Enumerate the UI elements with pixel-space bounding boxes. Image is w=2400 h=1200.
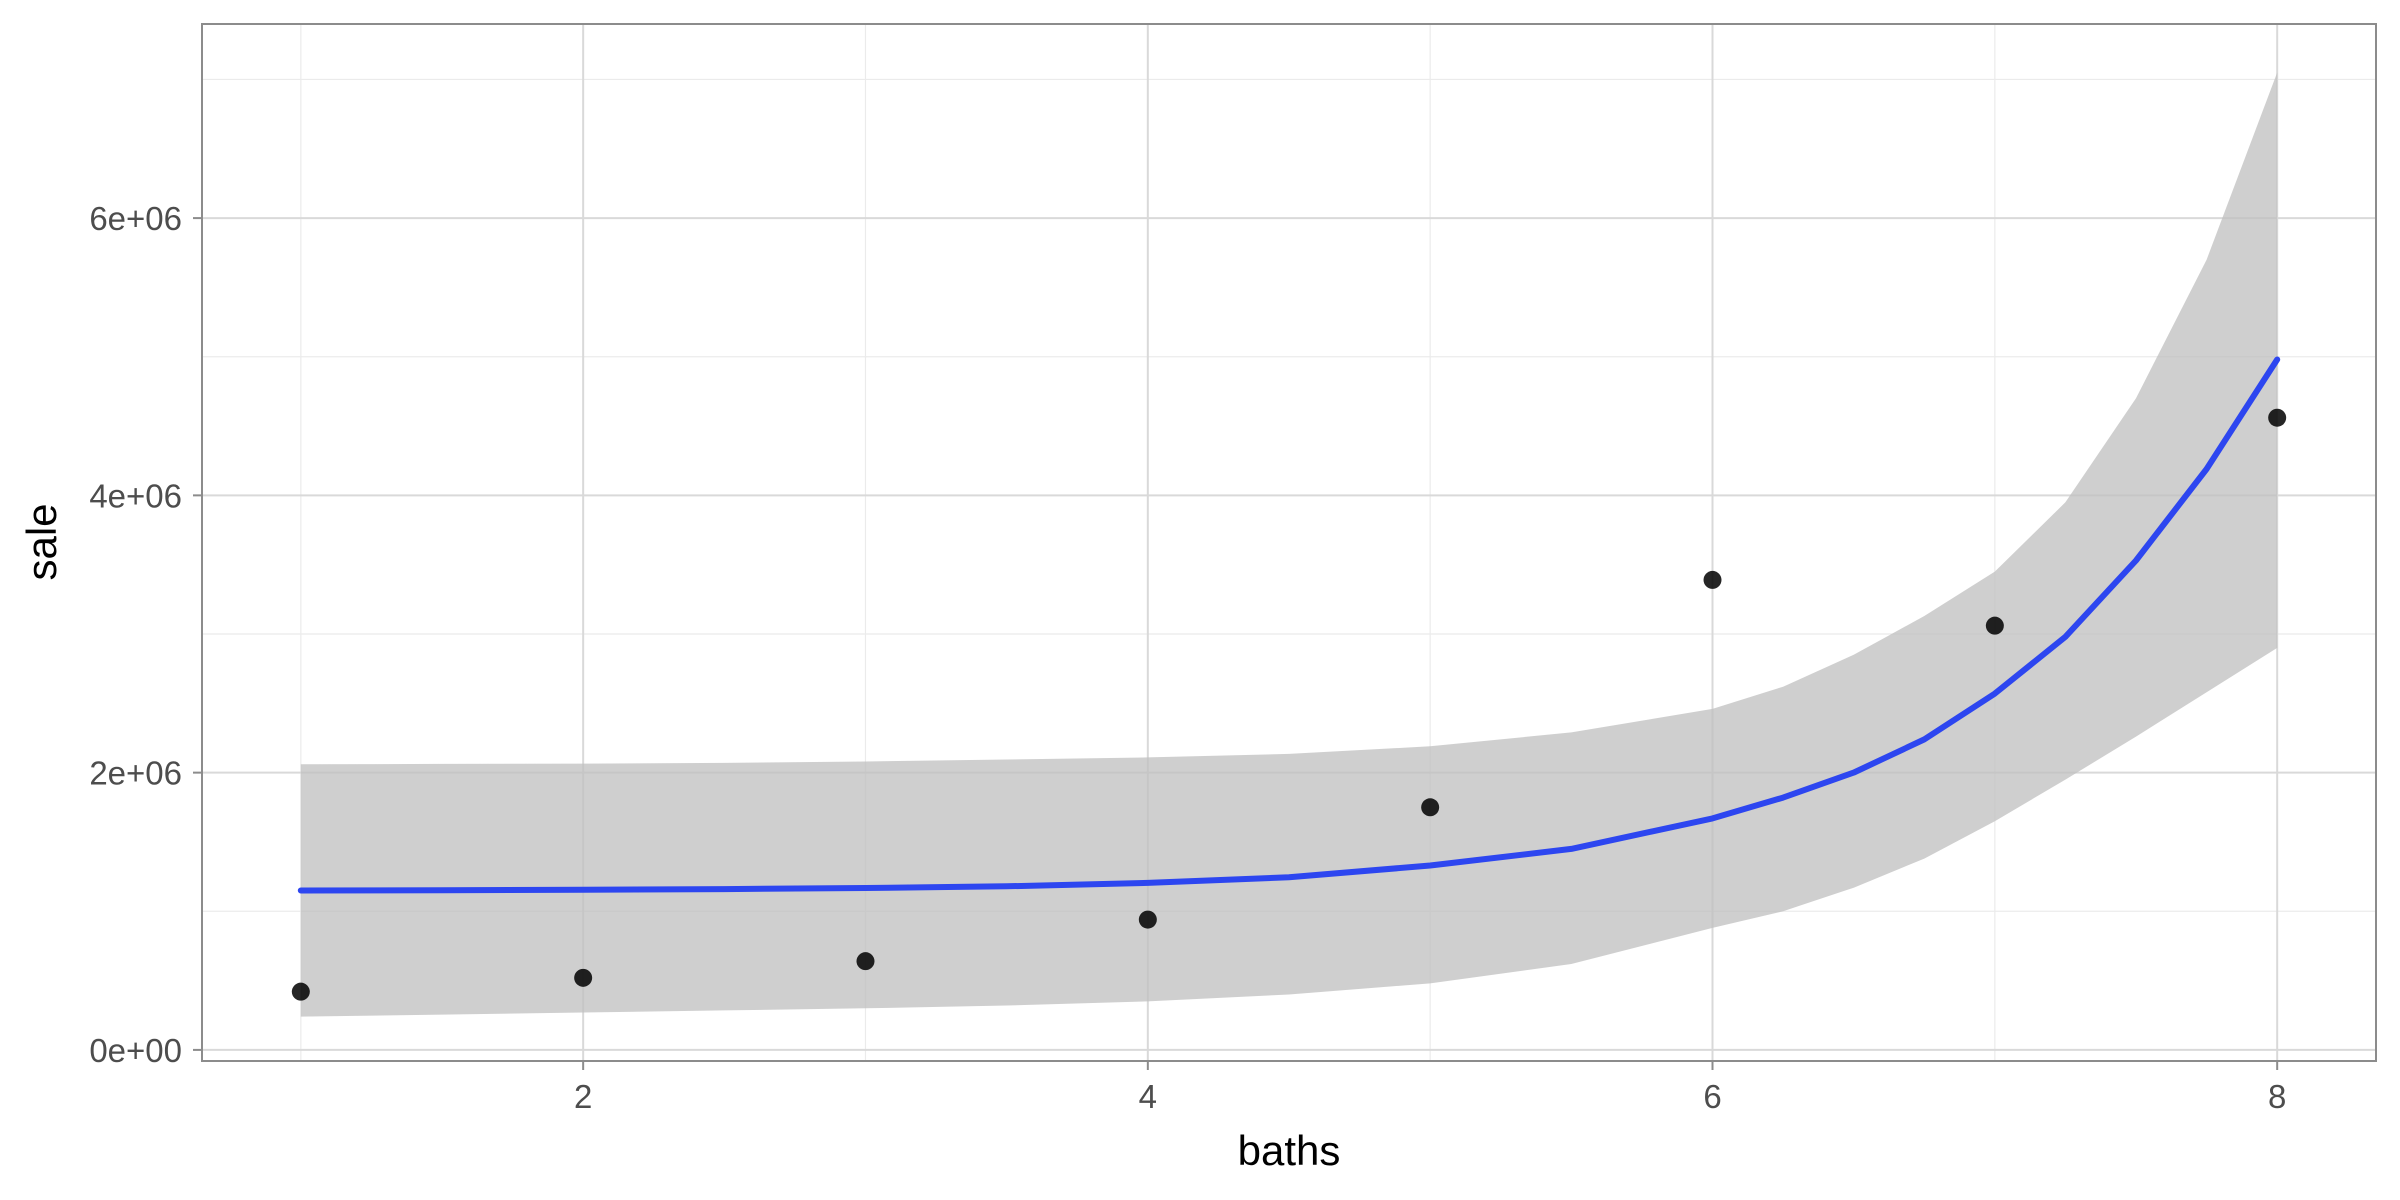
fit-line <box>297 356 2281 894</box>
x-axis-ticks: 2 4 6 8 <box>574 1061 2286 1115</box>
y-tick-label: 4e+06 <box>89 477 182 514</box>
data-point <box>1421 798 1440 817</box>
y-tick-label: 2e+06 <box>89 755 182 792</box>
data-point <box>1985 616 2004 635</box>
confidence-band-area <box>300 72 2278 1017</box>
x-tick-label: 2 <box>574 1078 592 1115</box>
x-tick-label: 6 <box>1703 1078 1721 1115</box>
confidence-band <box>300 72 2278 1017</box>
fit-line-path <box>297 356 2281 894</box>
data-point <box>291 982 310 1001</box>
x-tick-label: 4 <box>1139 1078 1157 1115</box>
data-point <box>1138 910 1157 929</box>
panel-border <box>201 23 2377 1062</box>
x-axis-title: baths <box>1238 1127 1341 1174</box>
y-tick-label: 6e+06 <box>89 200 182 237</box>
data-point <box>856 952 875 971</box>
data-point <box>574 968 593 987</box>
y-axis-title: sale <box>18 503 65 580</box>
data-point <box>1703 570 1722 589</box>
data-points <box>291 408 2287 1001</box>
data-point <box>2268 408 2287 427</box>
y-tick-label: 0e+00 <box>89 1032 182 1069</box>
y-axis-ticks: 0e+00 2e+06 4e+06 6e+06 <box>89 200 202 1069</box>
x-tick-label: 8 <box>2268 1078 2286 1115</box>
